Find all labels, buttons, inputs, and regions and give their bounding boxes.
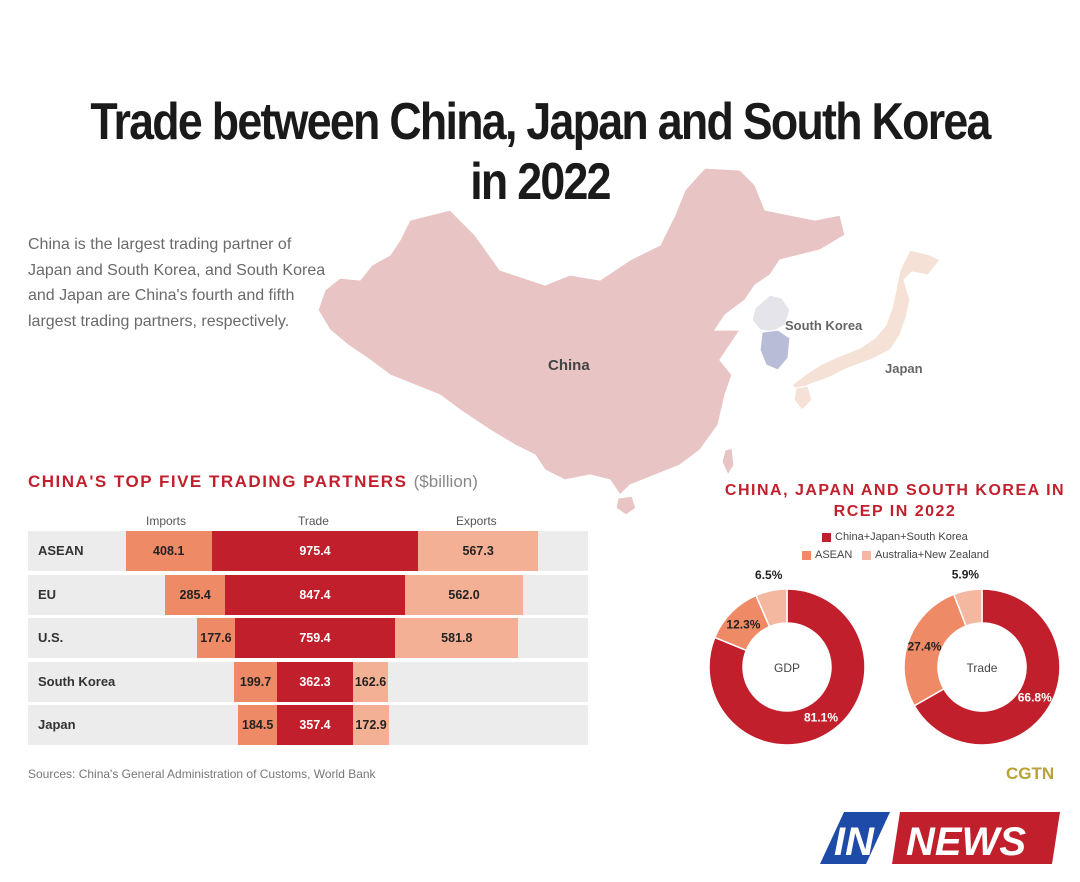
legend-label-asean: ASEAN [815,549,853,561]
legend-label-anz: Australia+New Zealand [875,549,990,561]
rcep-title: CHINA, JAPAN AND SOUTH KOREA IN RCEP IN … [724,482,1066,520]
col-head-exports: Exports [456,514,497,528]
china-shape [317,167,846,496]
exports-bar: 172.9 [352,705,390,745]
partner-row: ASEAN 408.1 975.4 567.3 [28,531,588,571]
east-asia-map: China South Korea Japan [317,167,941,516]
col-head-imports: Imports [146,514,187,528]
south-korea-shape [759,329,791,371]
japan-shape [791,249,941,393]
imports-bar: 199.7 [234,661,277,702]
partner-row: South Korea 199.7 362.3 162.6 [28,661,588,702]
exports-bar: 581.8 [395,618,519,658]
donut-slice-label: 5.9% [952,568,980,582]
partner-label: ASEAN [38,543,84,558]
partner-label: South Korea [38,673,116,689]
partner-row: Japan 184.5 357.4 172.9 [28,705,588,745]
partner-label: U.S. [38,630,64,645]
imports-bar: 408.1 [125,531,212,571]
partner-label: EU [38,586,57,602]
partner-row: EU 285.4 847.4 562.0 [28,574,588,615]
intro-text: China is the largest trading partner of … [28,236,326,330]
donut-slice-label: 6.5% [755,568,783,582]
imports-bar: 177.6 [197,618,235,658]
taiwan-shape [721,447,735,477]
exports-bar: 162.6 [353,661,388,702]
north-korea-shape [751,294,791,333]
partners-unit: ($billion) [413,472,478,491]
donut-slice-label: 12.3% [726,617,760,631]
exports-bar: 562.0 [404,574,524,615]
legend-item-cjk: China+Japan+South Korea [822,531,968,543]
trade-bar: 847.4 [225,574,405,615]
donut-center-label: GDP [774,661,800,675]
svg-text:NEWS: NEWS [906,820,1026,864]
japan-label: Japan [885,361,923,376]
exports-bar: 567.3 [418,531,539,571]
china-label: China [548,357,590,374]
donut-slice-label: 81.1% [804,711,838,725]
donut-center-label: Trade [967,661,998,675]
trade-bar: 759.4 [234,618,396,658]
donut-slice [952,588,983,627]
col-head-trade: Trade [298,514,329,528]
partner-row: U.S. 177.6 759.4 581.8 [28,618,588,658]
legend-swatch-anz [862,550,871,560]
partners-title-text: CHINA'S TOP FIVE TRADING PARTNERS [28,472,408,491]
cgtn-logo: CGTN [1006,764,1055,783]
imports-bar: 285.4 [165,574,226,615]
page-title: Trade between China, Japan and South Kor… [90,93,991,211]
in-news-logo: IN NEWS [820,812,1060,864]
hainan-shape [615,495,637,516]
south-korea-label: South Korea [785,318,863,333]
donut-slice [708,588,866,746]
trade-bar: 362.3 [276,661,354,702]
trade-bar: 357.4 [277,705,353,745]
legend-item-anz: Australia+New Zealand [862,549,989,561]
donut-slice [913,588,1061,746]
imports-bar: 184.5 [238,705,278,745]
legend-item-asean: ASEAN [802,549,852,561]
legend-swatch-asean [802,550,811,560]
donut-slice-label: 27.4% [907,640,941,654]
svg-text:IN: IN [834,820,875,864]
partners-title: CHINA'S TOP FIVE TRADING PARTNERS ($bill… [28,472,478,492]
rcep-donut-charts: 81.1% 12.3% 6.5% GDP 66.8% 27.4% 5.9% Trade [708,568,1061,746]
legend-swatch-cjk [822,532,831,542]
donut-slice [755,588,788,628]
donut-slice-label: 66.8% [1018,691,1052,705]
trade-bar: 975.4 [211,531,419,571]
partner-label: Japan [38,717,76,732]
kyushu-shape [793,385,813,411]
legend-label-cjk: China+Japan+South Korea [835,531,968,543]
source-text: Sources: China's General Administration … [28,767,376,781]
donut-slice [903,593,968,707]
